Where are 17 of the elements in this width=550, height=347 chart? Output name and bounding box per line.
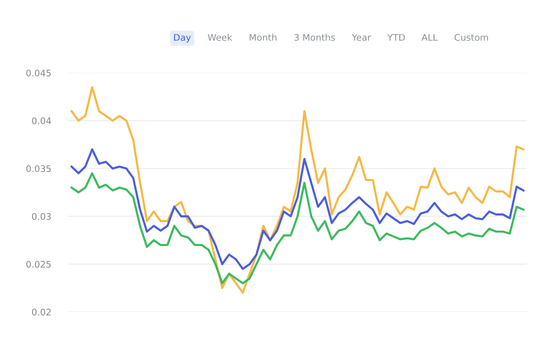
y-tick-label: 0.045 bbox=[26, 70, 51, 76]
text: Year bbox=[352, 34, 371, 41]
text: Custom bbox=[454, 34, 488, 41]
text: 3 Months bbox=[294, 34, 335, 41]
line-series bbox=[70, 148, 525, 270]
y-tick-label: 0.03 bbox=[32, 213, 51, 220]
y-tick-label: 0.025 bbox=[26, 260, 51, 268]
y-tick-label: 0.035 bbox=[26, 165, 51, 172]
y-tick-label: 0.02 bbox=[32, 308, 51, 316]
line-series bbox=[70, 86, 525, 294]
text: Month bbox=[250, 34, 276, 41]
text: Week bbox=[208, 34, 232, 41]
y-tick-label: 0.04 bbox=[32, 117, 52, 124]
line-series bbox=[70, 172, 525, 284]
text: Day bbox=[174, 34, 191, 43]
text: ALL bbox=[422, 34, 438, 41]
text: YTD bbox=[387, 34, 405, 41]
